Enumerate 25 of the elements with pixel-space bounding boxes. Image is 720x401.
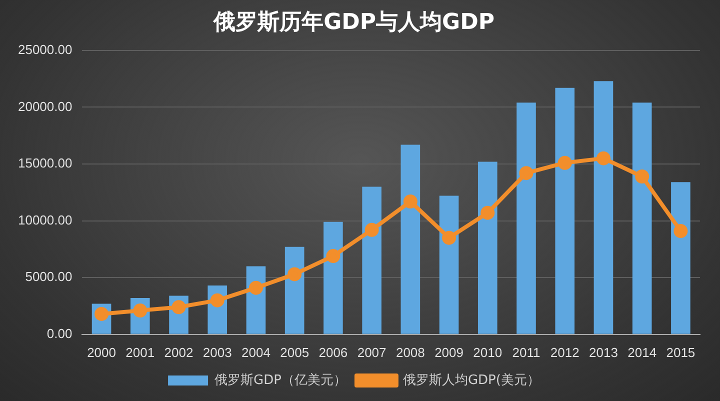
x-tick-label: 2009 — [434, 344, 464, 360]
x-tick-label: 2000 — [87, 344, 116, 360]
y-tick-label: 25000.00 — [18, 42, 72, 57]
x-tick-label: 2006 — [318, 344, 348, 360]
x-tick-label: 2002 — [164, 344, 194, 360]
legend-label: 俄罗斯人均GDP(美元） — [402, 372, 540, 388]
x-tick-label: 2010 — [473, 344, 502, 360]
y-tick-label: 10000.00 — [18, 212, 72, 228]
x-tick-label: 2008 — [396, 344, 425, 360]
x-tick-label: 2005 — [280, 344, 310, 360]
x-tick-label: 2004 — [242, 344, 270, 360]
y-tick-label: 0.00 — [46, 326, 72, 341]
x-tick-label: 2001 — [126, 344, 155, 360]
chart-title: 俄罗斯历年GDP与人均GDP — [212, 10, 494, 35]
x-tick-label: 2013 — [589, 344, 618, 360]
x-tick-label: 2003 — [202, 344, 232, 360]
y-tick-label: 5000.00 — [25, 269, 72, 284]
legend-label: 俄罗斯GDP（亿美元） — [214, 372, 346, 388]
x-tick-label: 2007 — [357, 344, 386, 360]
y-tick-label: 20000.00 — [18, 98, 72, 114]
x-tick-label: 2011 — [512, 344, 540, 360]
y-tick-label: 15000.00 — [18, 156, 72, 171]
x-tick-label: 2015 — [666, 344, 696, 360]
x-tick-label: 2014 — [628, 344, 657, 360]
x-tick-label: 2012 — [550, 344, 580, 360]
